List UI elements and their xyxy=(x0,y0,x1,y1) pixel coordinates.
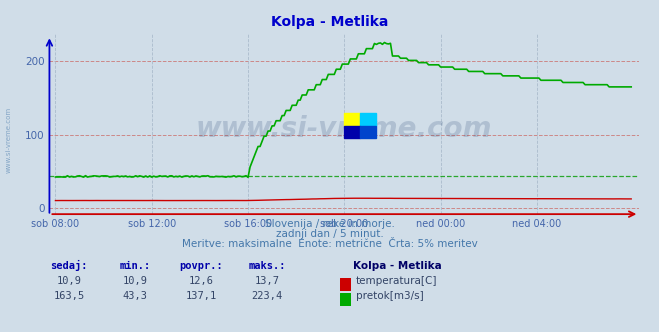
Text: zadnji dan / 5 minut.: zadnji dan / 5 minut. xyxy=(275,229,384,239)
Text: Slovenija / reke in morje.: Slovenija / reke in morje. xyxy=(264,219,395,229)
Text: sedaj:: sedaj: xyxy=(51,260,88,271)
Text: 137,1: 137,1 xyxy=(185,291,217,301)
Bar xyxy=(360,113,376,125)
Text: Meritve: maksimalne  Enote: metrične  Črta: 5% meritev: Meritve: maksimalne Enote: metrične Črta… xyxy=(182,239,477,249)
Text: www.si-vreme.com: www.si-vreme.com xyxy=(5,106,12,173)
Text: maks.:: maks.: xyxy=(248,261,285,271)
Text: 10,9: 10,9 xyxy=(57,276,82,286)
Text: 12,6: 12,6 xyxy=(188,276,214,286)
Text: 13,7: 13,7 xyxy=(254,276,279,286)
Text: 163,5: 163,5 xyxy=(53,291,85,301)
Text: pretok[m3/s]: pretok[m3/s] xyxy=(356,291,424,301)
Text: www.si-vreme.com: www.si-vreme.com xyxy=(196,115,492,143)
Text: temperatura[C]: temperatura[C] xyxy=(356,276,438,286)
Text: 223,4: 223,4 xyxy=(251,291,283,301)
Text: 43,3: 43,3 xyxy=(123,291,148,301)
Text: 10,9: 10,9 xyxy=(123,276,148,286)
Text: min.:: min.: xyxy=(119,261,151,271)
Bar xyxy=(344,125,360,138)
Text: povpr.:: povpr.: xyxy=(179,261,223,271)
Text: Kolpa - Metlika: Kolpa - Metlika xyxy=(271,15,388,29)
Text: Kolpa - Metlika: Kolpa - Metlika xyxy=(353,261,442,271)
Bar xyxy=(344,113,360,125)
Bar xyxy=(360,125,376,138)
